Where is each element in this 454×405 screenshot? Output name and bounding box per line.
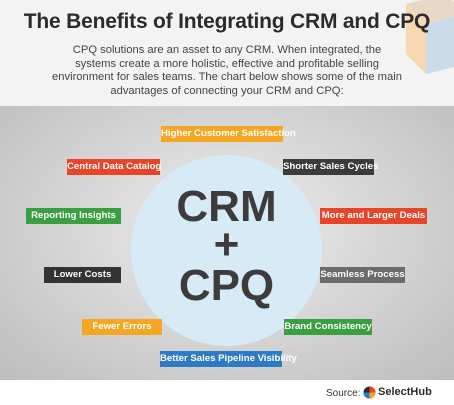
selecthub-brand: SelectHub (378, 386, 432, 398)
center-crm-label: CRM (176, 182, 277, 231)
decorative-cube-icon (406, 0, 454, 74)
benefit-reporting-insights: Reporting Insights (26, 208, 121, 224)
benefit-higher-customer-satisfaction: Higher Customer Satisfaction (161, 126, 296, 142)
center-cpq-label: CPQ (178, 261, 275, 310)
benefit-brand-consistency: Brand Consistency (284, 319, 372, 335)
page-subtitle: CPQ solutions are an asset to any CRM. W… (52, 44, 402, 97)
benefit-more-and-larger-deals: More and Larger Deals (320, 208, 427, 224)
benefit-better-sales-pipeline-visibility: Better Sales Pipeline Visibility (160, 351, 297, 367)
center-plus-label: + (213, 220, 240, 269)
benefits-diagram: CRM + CPQ Higher Customer Satisfaction C… (0, 106, 454, 380)
source-label: Source: (326, 388, 361, 399)
center-circle (131, 155, 322, 346)
footer: Source: SelectHub (0, 380, 454, 405)
benefit-shorter-sales-cycles: Shorter Sales Cycles (283, 159, 378, 175)
page-title: The Benefits of Integrating CRM and CPQ (23, 10, 431, 33)
benefit-seamless-process: Seamless Process (320, 267, 405, 283)
benefit-lower-costs: Lower Costs (44, 267, 121, 283)
header: The Benefits of Integrating CRM and CPQ … (0, 0, 454, 106)
selecthub-logo-icon (363, 386, 376, 399)
benefit-central-data-catalog: Central Data Catalog (67, 159, 161, 175)
benefit-fewer-errors: Fewer Errors (82, 319, 162, 335)
